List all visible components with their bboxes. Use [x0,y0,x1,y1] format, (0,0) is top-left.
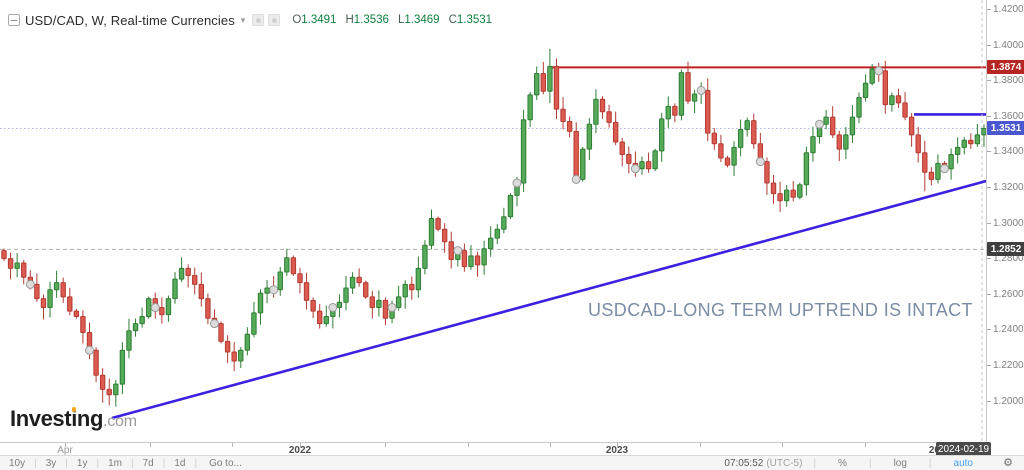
time-tick [550,443,551,447]
clock-time: 07:05:52 [724,457,764,469]
collapse-icon[interactable] [8,14,20,26]
low-value: 1.3469 [404,14,440,26]
anchor-dots-layer [25,66,950,355]
price-tick-label: 1.2000 [987,395,1024,407]
price-tick-label: 1.3000 [987,217,1024,229]
goto-button[interactable]: Go to... [209,457,242,469]
price-tick-label: 1.2800 [987,253,1024,265]
price-tick-label: 1.2200 [987,359,1024,371]
time-tick [700,443,701,447]
price-badge: 1.3531 [987,121,1024,136]
chevron-down-icon[interactable]: ▾ [240,14,246,25]
timezone-label[interactable]: (UTC-5) [766,457,803,469]
range-1y-button[interactable]: 1y [76,457,88,469]
chart-text-annotation[interactable]: USDCAD-LONG TERM UPTREND IS INTACT [588,300,973,320]
bottom-toolbar: 10y | 3y | 1y | 1m | 7d | 1d | Go to... 07:05:… [0,455,1024,470]
close-value: 1.3531 [456,14,493,26]
price-tick-label: 1.2400 [987,324,1024,336]
time-axis[interactable]: Apr2022202320242024-02-19 [0,442,991,456]
time-tick [65,443,66,447]
open-label: O [292,14,302,26]
symbol-title[interactable]: USD/CAD, W, Real-time Currencies [25,12,235,28]
range-7d-button[interactable]: 7d [142,457,154,469]
price-badge: 1.2852 [987,242,1024,257]
price-tick-label: 1.4200 [987,3,1024,15]
investing-logo: Investing.com [10,406,137,431]
time-tick [232,443,233,447]
time-label: 2023 [605,445,629,456]
time-tick [300,443,301,447]
auto-scale-button[interactable]: auto [953,457,973,469]
low-label: L [397,14,405,26]
time-tick [782,443,783,447]
chart-header: USD/CAD, W, Real-time Currencies ▾ O1.34… [8,11,501,29]
range-3y-button[interactable]: 3y [45,457,57,469]
range-1d-button[interactable]: 1d [174,457,186,469]
camera-icon[interactable] [252,14,265,26]
price-tick-label: 1.3400 [987,146,1024,158]
current-date-tooltip: 2024-02-19 [936,442,991,456]
price-badge: 1.3874 [987,60,1024,75]
open-value: 1.3491 [301,14,337,26]
ohlc-readout: O1.3491 H1.3536 L1.3469 C1.3531 [292,14,501,26]
price-tick-label: 1.3200 [987,181,1024,193]
time-tick [617,443,618,447]
uptrend-trendline[interactable] [111,178,991,420]
time-tick [385,443,386,447]
high-value: 1.3536 [353,14,389,26]
price-tick-label: 1.3600 [987,110,1024,122]
time-label: 2022 [288,445,312,456]
price-tick-label: 1.4000 [987,39,1024,51]
price-axis[interactable]: 1.4200 1.4000 1.3800 1.3600 1.3400 1.3200 1.30… [986,0,1024,455]
time-label: Apr [57,445,73,456]
range-10y-button[interactable]: 10y [9,457,26,469]
candles-layer [1,48,987,407]
price-tick-label: 1.2600 [987,288,1024,300]
time-tick [865,443,866,447]
gear-icon[interactable]: ⚙ [1003,456,1013,469]
expand-icon[interactable] [268,14,281,26]
log-scale-button[interactable]: log [893,457,907,469]
close-label: C [448,14,457,26]
time-tick [468,443,469,447]
percent-scale-button[interactable]: % [838,457,847,469]
time-tick [150,443,151,447]
high-label: H [345,14,354,26]
range-1m-button[interactable]: 1m [108,457,122,469]
price-tick-label: 1.3800 [987,75,1024,87]
